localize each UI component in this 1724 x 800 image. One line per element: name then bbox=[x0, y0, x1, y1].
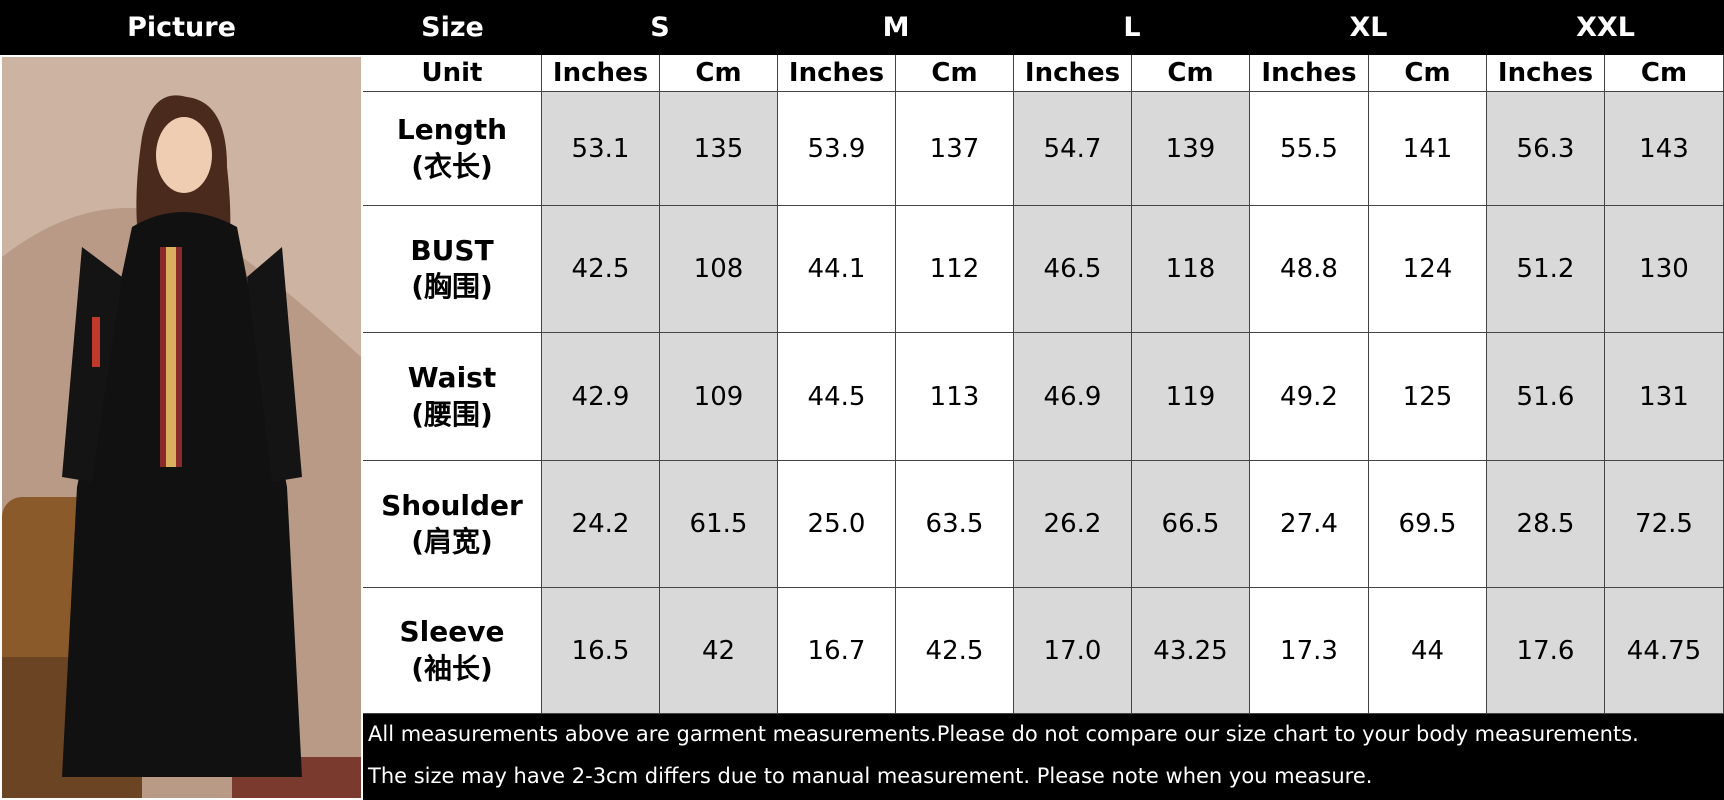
value-cell: 135 bbox=[660, 92, 778, 206]
value-cell: 118 bbox=[1132, 206, 1250, 333]
value-cell: 130 bbox=[1605, 206, 1724, 333]
value-cell: 113 bbox=[896, 333, 1014, 461]
value-cell: 42.5 bbox=[542, 206, 660, 333]
row-name: Shoulder bbox=[381, 488, 523, 522]
value-cell: 53.9 bbox=[778, 92, 896, 206]
unit-cell: Inches bbox=[1250, 55, 1369, 92]
value-cell: 44 bbox=[1369, 588, 1487, 714]
value-cell: 16.7 bbox=[778, 588, 896, 714]
value-cell: 46.5 bbox=[1014, 206, 1132, 333]
size-header: XXL bbox=[1487, 0, 1724, 55]
value-cell: 54.7 bbox=[1014, 92, 1132, 206]
unit-cell: Cm bbox=[660, 55, 778, 92]
note: All measurements above are garment measu… bbox=[368, 722, 1639, 746]
value-cell: 42.9 bbox=[542, 333, 660, 461]
size-header: L bbox=[1014, 0, 1250, 55]
value-cell: 44.75 bbox=[1605, 588, 1724, 714]
row-label: Shoulder (肩宽) bbox=[363, 461, 542, 588]
row-name-cn: (袖长) bbox=[411, 651, 493, 685]
value-cell: 139 bbox=[1132, 92, 1250, 206]
value-cell: 66.5 bbox=[1132, 461, 1250, 588]
row-name-cn: (胸围) bbox=[411, 270, 493, 303]
value-cell: 17.0 bbox=[1014, 588, 1132, 714]
note: The size may have 2-3cm differs due to m… bbox=[368, 764, 1373, 788]
value-cell: 48.8 bbox=[1250, 206, 1369, 333]
value-cell: 55.5 bbox=[1250, 92, 1369, 206]
row-name-cn: (衣长) bbox=[411, 149, 493, 183]
row-name: Sleeve bbox=[399, 615, 505, 649]
size-header: XL bbox=[1250, 0, 1487, 55]
value-cell: 61.5 bbox=[660, 461, 778, 588]
value-cell: 56.3 bbox=[1487, 92, 1605, 206]
value-cell: 143 bbox=[1605, 92, 1724, 206]
value-cell: 17.6 bbox=[1487, 588, 1605, 714]
value-cell: 141 bbox=[1369, 92, 1487, 206]
unit-cell: Cm bbox=[1605, 55, 1724, 92]
value-cell: 17.3 bbox=[1250, 588, 1369, 714]
value-cell: 27.4 bbox=[1250, 461, 1369, 588]
unit-cell: Inches bbox=[542, 55, 660, 92]
value-cell: 69.5 bbox=[1369, 461, 1487, 588]
row-name: Waist bbox=[407, 361, 497, 395]
value-cell: 44.5 bbox=[778, 333, 896, 461]
value-cell: 124 bbox=[1369, 206, 1487, 333]
unit-label: Unit bbox=[363, 55, 542, 92]
value-cell: 42 bbox=[660, 588, 778, 714]
unit-cell: Inches bbox=[1014, 55, 1132, 92]
row-name: BUST bbox=[410, 233, 494, 267]
value-cell: 26.2 bbox=[1014, 461, 1132, 588]
row-label: Waist (腰围) bbox=[363, 333, 542, 461]
value-cell: 108 bbox=[660, 206, 778, 333]
value-cell: 25.0 bbox=[778, 461, 896, 588]
value-cell: 51.2 bbox=[1487, 206, 1605, 333]
value-cell: 125 bbox=[1369, 333, 1487, 461]
value-cell: 109 bbox=[660, 333, 778, 461]
row-name-cn: (肩宽) bbox=[411, 525, 493, 558]
value-cell: 119 bbox=[1132, 333, 1250, 461]
row-name-cn: (腰围) bbox=[411, 397, 493, 431]
unit-cell: Inches bbox=[1487, 55, 1605, 92]
value-cell: 72.5 bbox=[1605, 461, 1724, 588]
value-cell: 53.1 bbox=[542, 92, 660, 206]
value-cell: 16.5 bbox=[542, 588, 660, 714]
value-cell: 137 bbox=[896, 92, 1014, 206]
value-cell: 28.5 bbox=[1487, 461, 1605, 588]
unit-cell: Cm bbox=[1369, 55, 1487, 92]
value-cell: 42.5 bbox=[896, 588, 1014, 714]
product-picture bbox=[2, 57, 361, 798]
value-cell: 44.1 bbox=[778, 206, 896, 333]
notes-bar bbox=[363, 714, 1724, 800]
size-header: M bbox=[778, 0, 1014, 55]
header-cell: Picture bbox=[0, 0, 363, 55]
unit-cell: Cm bbox=[896, 55, 1014, 92]
value-cell: 112 bbox=[896, 206, 1014, 333]
value-cell: 49.2 bbox=[1250, 333, 1369, 461]
row-label: BUST (胸围) bbox=[363, 206, 542, 333]
value-cell: 24.2 bbox=[542, 461, 660, 588]
row-name: Length bbox=[396, 113, 508, 147]
row-label: Sleeve (袖长) bbox=[363, 588, 542, 714]
value-cell: 131 bbox=[1605, 333, 1724, 461]
value-cell: 51.6 bbox=[1487, 333, 1605, 461]
value-cell: 46.9 bbox=[1014, 333, 1132, 461]
header-cell: Size bbox=[363, 0, 542, 55]
value-cell: 43.25 bbox=[1132, 588, 1250, 714]
unit-cell: Cm bbox=[1132, 55, 1250, 92]
row-label: Length (衣长) bbox=[363, 92, 542, 206]
size-header: S bbox=[542, 0, 778, 55]
unit-cell: Inches bbox=[778, 55, 896, 92]
value-cell: 63.5 bbox=[896, 461, 1014, 588]
